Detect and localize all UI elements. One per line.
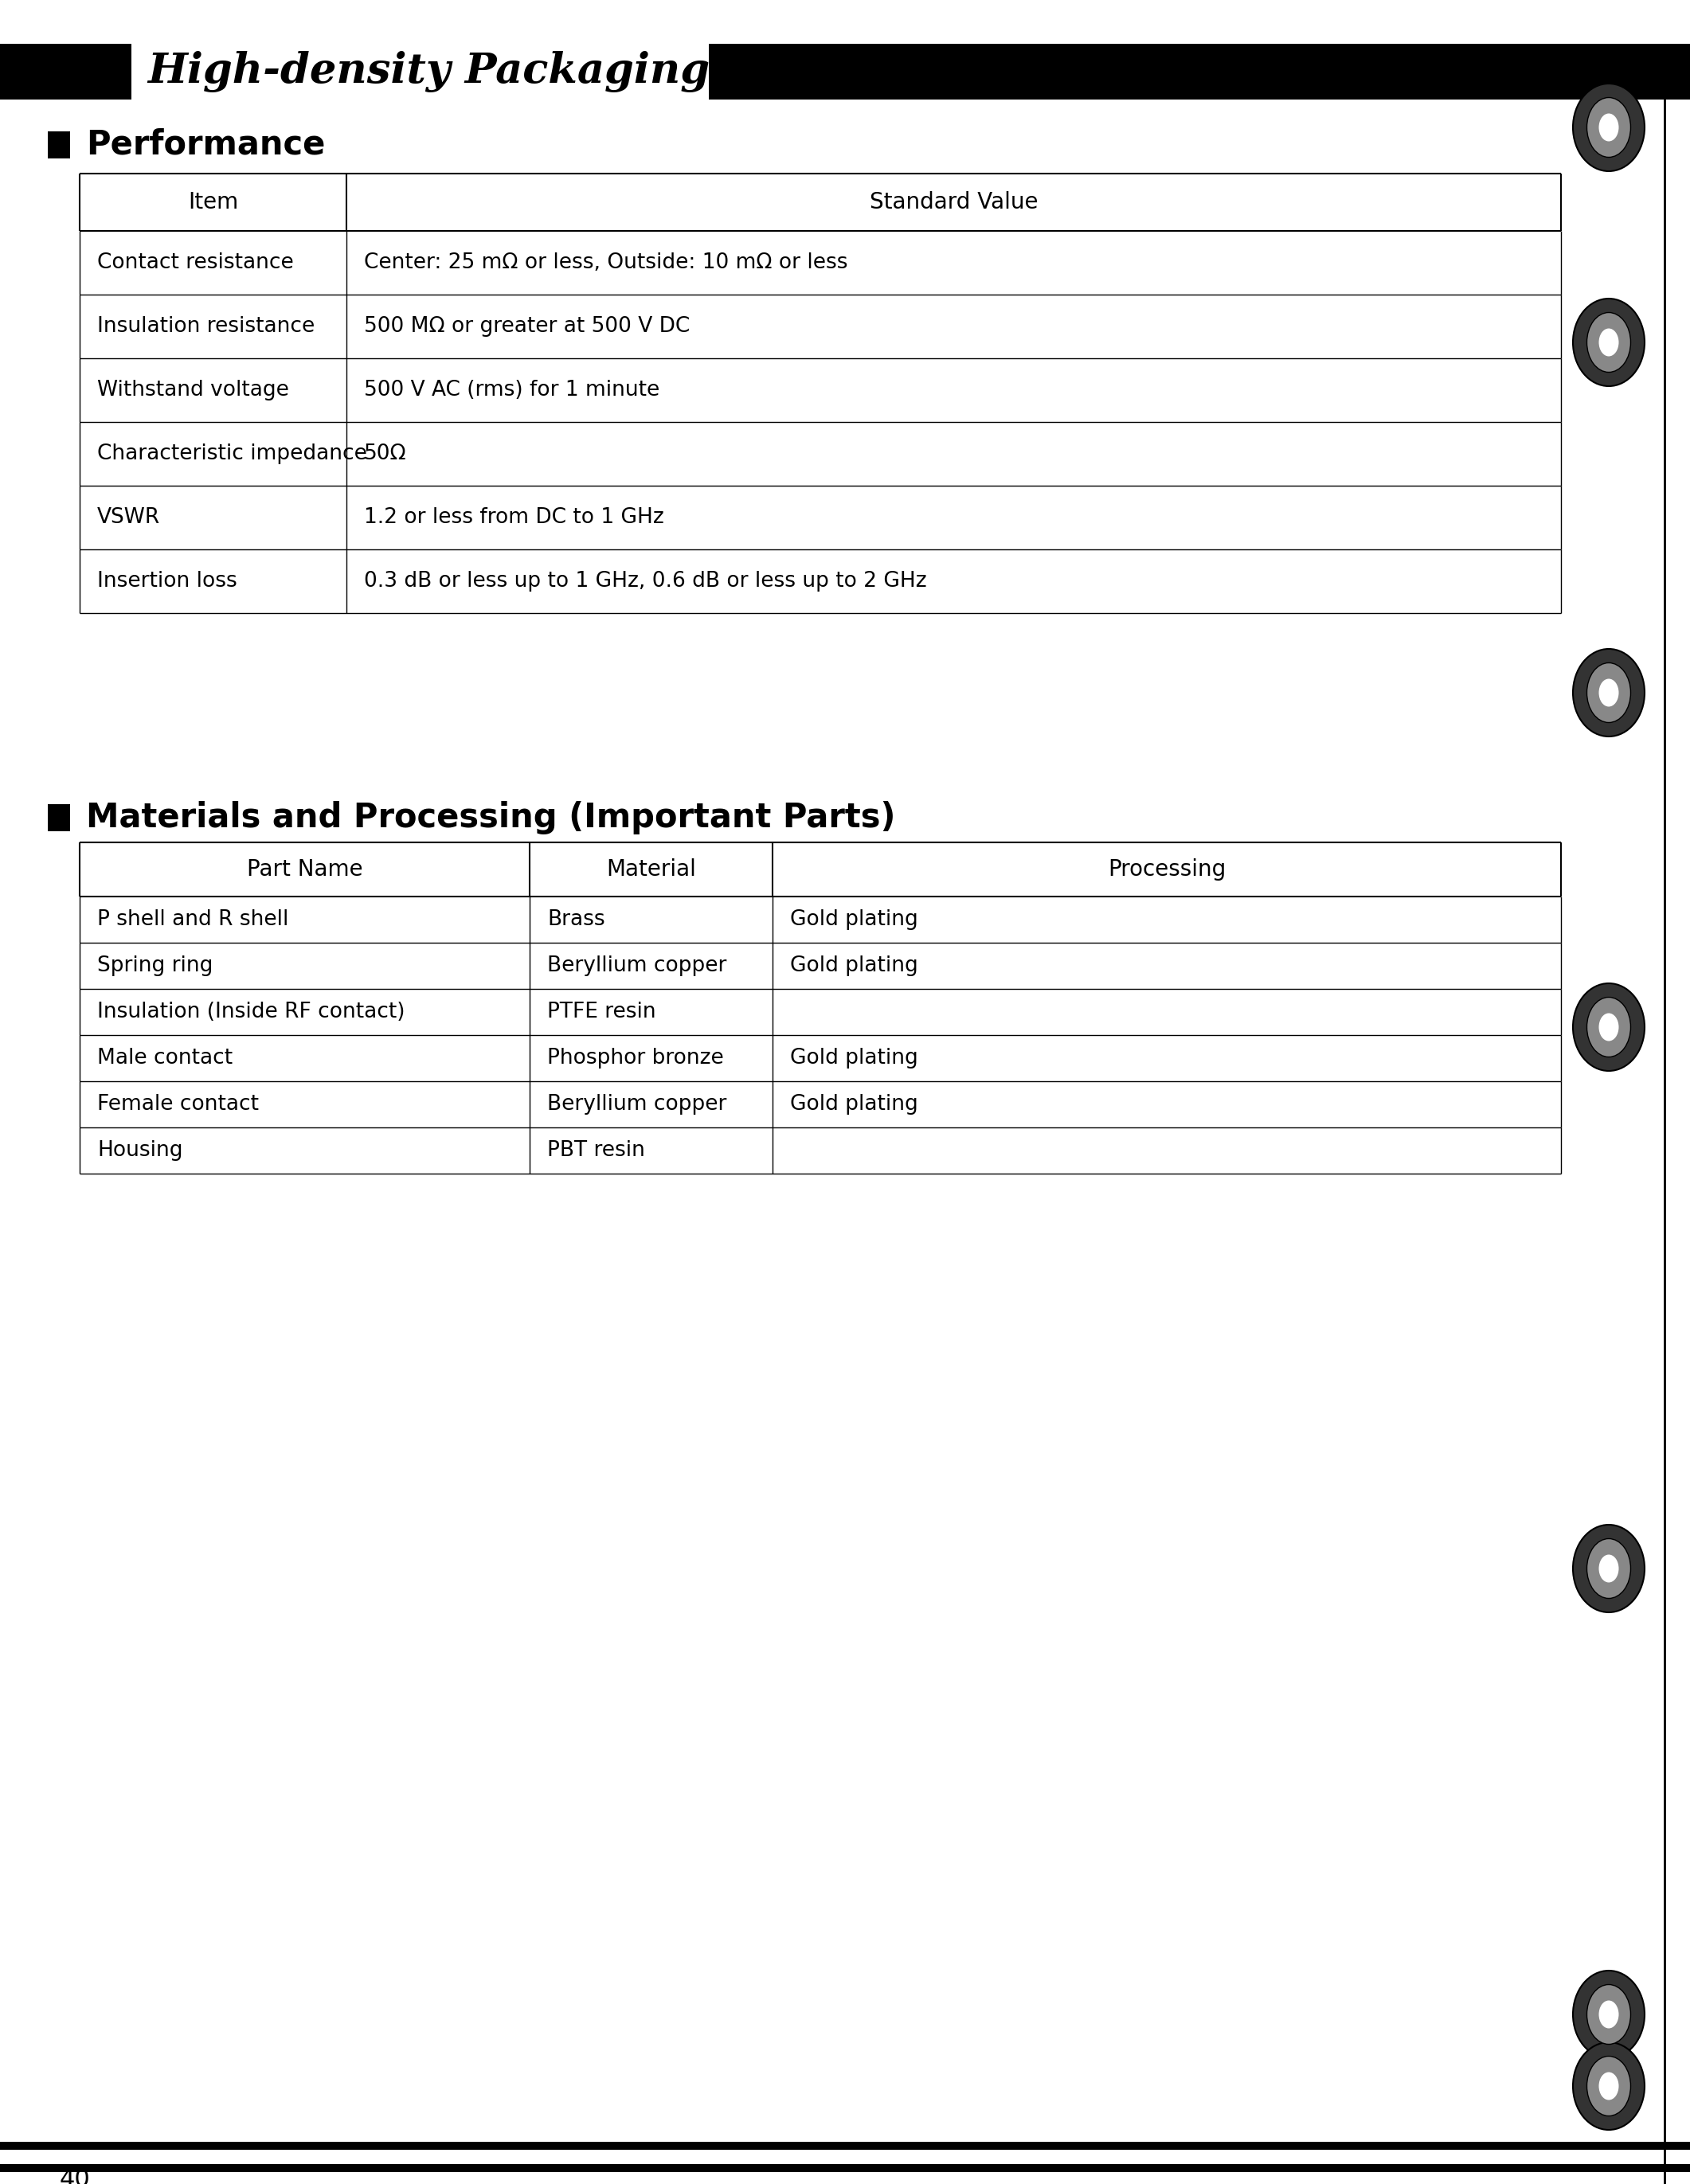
Text: Withstand voltage: Withstand voltage [96,380,289,400]
Ellipse shape [1587,1985,1631,2044]
Text: High-density Packaging System: High-density Packaging System [147,50,894,92]
Text: Gold plating: Gold plating [789,1048,918,1068]
Ellipse shape [1573,2042,1644,2129]
Bar [47,131,69,159]
Bar [0,2143,1690,2149]
Text: Standard Value: Standard Value [869,190,1038,214]
Ellipse shape [1599,679,1619,708]
Text: Contact resistance: Contact resistance [96,253,294,273]
Ellipse shape [1587,2055,1631,2116]
Ellipse shape [1587,1540,1631,1599]
Bar [132,44,708,100]
Text: Item: Item [188,190,238,214]
Text: Materials and Processing (Important Parts): Materials and Processing (Important Part… [86,802,896,834]
Text: 500 V AC (rms) for 1 minute: 500 V AC (rms) for 1 minute [363,380,659,400]
Bar [0,44,1690,100]
Text: Housing: Housing [96,1140,183,1162]
Ellipse shape [1599,2073,1619,2101]
Ellipse shape [1573,299,1644,387]
Ellipse shape [1587,98,1631,157]
Text: 40: 40 [59,2169,91,2184]
Ellipse shape [1587,312,1631,371]
Text: Gold plating: Gold plating [789,1094,918,1114]
Ellipse shape [1587,998,1631,1057]
Text: Brass: Brass [548,909,605,930]
Bar [47,804,69,832]
Text: Gold plating: Gold plating [789,954,918,976]
Text: Phosphor bronze: Phosphor bronze [548,1048,723,1068]
Text: Female contact: Female contact [96,1094,259,1114]
Text: Characteristic impedance: Characteristic impedance [96,443,367,465]
Text: Insulation resistance: Insulation resistance [96,317,314,336]
Ellipse shape [1599,114,1619,142]
Text: 1.2 or less from DC to 1 GHz: 1.2 or less from DC to 1 GHz [363,507,664,529]
Text: PTFE resin: PTFE resin [548,1002,656,1022]
Ellipse shape [1599,328,1619,356]
Bar [0,2164,1690,2173]
Text: Insertion loss: Insertion loss [96,570,237,592]
Text: Beryllium copper: Beryllium copper [548,954,727,976]
Text: Gold plating: Gold plating [789,909,918,930]
Ellipse shape [1573,83,1644,170]
Text: Center: 25 mΩ or less, Outside: 10 mΩ or less: Center: 25 mΩ or less, Outside: 10 mΩ or… [363,253,848,273]
Text: Part Name: Part Name [247,858,363,880]
Text: Insulation (Inside RF contact): Insulation (Inside RF contact) [96,1002,406,1022]
Text: P shell and R shell: P shell and R shell [96,909,289,930]
Ellipse shape [1599,1013,1619,1042]
Text: 0.3 dB or less up to 1 GHz, 0.6 dB or less up to 2 GHz: 0.3 dB or less up to 1 GHz, 0.6 dB or le… [363,570,926,592]
Ellipse shape [1573,649,1644,736]
Text: Material: Material [607,858,696,880]
Text: Spring ring: Spring ring [96,954,213,976]
Text: 500 MΩ or greater at 500 V DC: 500 MΩ or greater at 500 V DC [363,317,690,336]
Text: PBT resin: PBT resin [548,1140,646,1162]
Ellipse shape [1587,662,1631,723]
Ellipse shape [1573,983,1644,1070]
Ellipse shape [1599,1555,1619,1583]
Text: Beryllium copper: Beryllium copper [548,1094,727,1114]
Text: 50Ω: 50Ω [363,443,407,465]
Text: Male contact: Male contact [96,1048,233,1068]
Text: VSWR: VSWR [96,507,161,529]
Text: Performance: Performance [86,129,324,162]
Ellipse shape [1573,1970,1644,2057]
Ellipse shape [1573,1524,1644,1612]
Ellipse shape [1599,2001,1619,2029]
Text: Processing: Processing [1107,858,1225,880]
